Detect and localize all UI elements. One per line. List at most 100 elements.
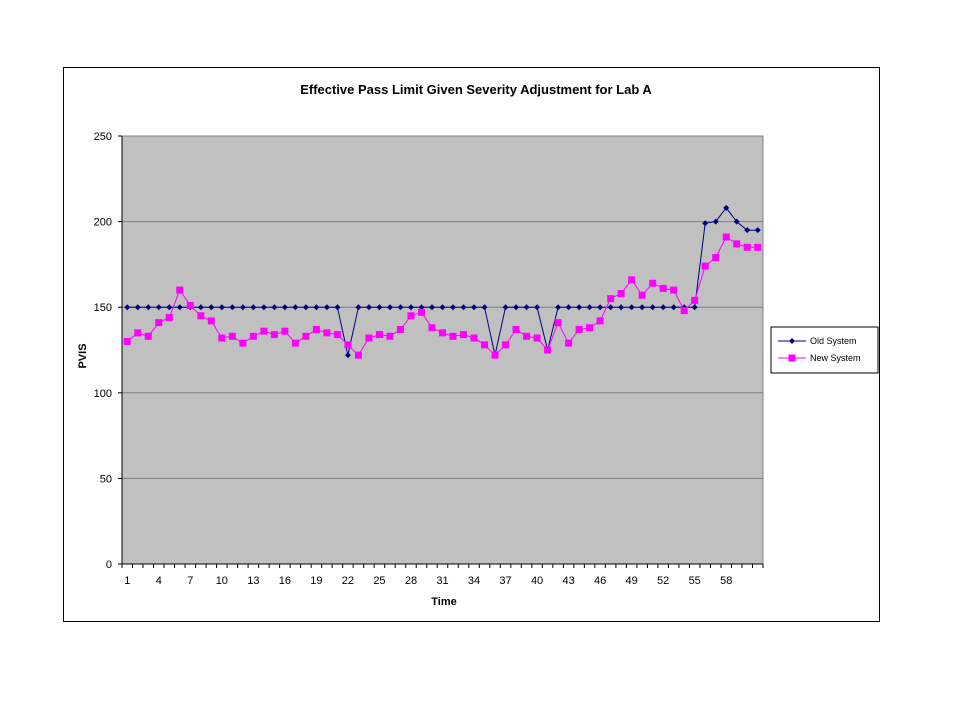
- data-point: [607, 304, 614, 311]
- data-point: [449, 332, 457, 340]
- data-point: [239, 339, 247, 347]
- x-tick-label: 31: [436, 575, 448, 587]
- data-point: [281, 304, 288, 311]
- data-point: [701, 262, 709, 270]
- data-point: [638, 291, 646, 299]
- data-point: [197, 312, 205, 320]
- data-point: [670, 286, 678, 294]
- data-point: [123, 337, 131, 345]
- data-point: [659, 284, 667, 292]
- data-point: [702, 220, 709, 227]
- data-point: [513, 304, 520, 311]
- x-tick-label: 19: [310, 575, 322, 587]
- data-point: [586, 304, 593, 311]
- data-point: [554, 319, 562, 327]
- data-point: [555, 304, 562, 311]
- y-tick-label: 100: [94, 388, 112, 400]
- data-point: [249, 332, 257, 340]
- data-point: [250, 304, 257, 311]
- data-point: [302, 332, 310, 340]
- x-tick-label: 28: [405, 575, 417, 587]
- data-point: [628, 276, 636, 284]
- y-tick-label: 0: [106, 559, 112, 571]
- data-point: [313, 304, 320, 311]
- data-point: [386, 332, 394, 340]
- data-point: [166, 304, 173, 311]
- data-point: [617, 290, 625, 298]
- data-point: [723, 204, 730, 211]
- y-tick-label: 200: [94, 217, 112, 229]
- data-point: [533, 334, 541, 342]
- data-point: [386, 304, 393, 311]
- data-point: [218, 304, 225, 311]
- data-point: [208, 304, 215, 311]
- x-tick-label: 52: [657, 575, 669, 587]
- data-point: [323, 329, 331, 337]
- data-point: [144, 332, 152, 340]
- data-point: [260, 304, 267, 311]
- legend-marker: [788, 354, 796, 362]
- data-point: [722, 233, 730, 241]
- data-point: [376, 304, 383, 311]
- data-point: [649, 304, 656, 311]
- data-point: [155, 304, 162, 311]
- x-tick-label: 40: [531, 575, 543, 587]
- series-layer: [123, 204, 762, 359]
- data-point: [754, 227, 761, 234]
- data-point: [439, 304, 446, 311]
- data-point: [323, 304, 330, 311]
- y-tick-label: 150: [94, 302, 112, 314]
- data-point: [355, 304, 362, 311]
- data-point: [649, 279, 657, 287]
- x-tick-label: 4: [156, 575, 162, 587]
- data-point: [407, 312, 415, 320]
- legend: Old System New System: [770, 326, 879, 374]
- data-point: [291, 339, 299, 347]
- data-point: [439, 329, 446, 337]
- legend-box: [770, 326, 879, 374]
- data-point: [312, 325, 320, 333]
- data-point: [502, 341, 510, 349]
- data-point: [660, 304, 667, 311]
- x-tick-label: 16: [279, 575, 291, 587]
- data-point: [365, 334, 373, 342]
- data-point: [417, 308, 425, 316]
- data-point: [680, 307, 688, 315]
- x-tick-label: 22: [342, 575, 354, 587]
- data-point: [628, 304, 635, 311]
- chart-frame: Effective Pass Limit Given Severity Adju…: [63, 67, 880, 622]
- data-point: [596, 317, 604, 325]
- data-point: [228, 332, 236, 340]
- data-point: [754, 243, 762, 251]
- data-point: [523, 332, 531, 340]
- data-point: [239, 304, 246, 311]
- data-point: [428, 324, 436, 332]
- data-point: [744, 227, 751, 234]
- data-point: [333, 331, 341, 339]
- data-point: [586, 324, 594, 332]
- data-point: [565, 339, 573, 347]
- data-point: [407, 304, 414, 311]
- data-point: [186, 301, 194, 309]
- data-point: [270, 331, 278, 339]
- x-tick-label: 43: [562, 575, 574, 587]
- legend-item: Old System: [778, 336, 857, 346]
- data-point: [576, 304, 583, 311]
- data-point: [460, 331, 468, 339]
- x-tick-label: 37: [499, 575, 511, 587]
- data-point: [124, 304, 131, 311]
- data-point: [176, 286, 184, 294]
- x-tick-label: 25: [373, 575, 385, 587]
- plot-area: [121, 135, 764, 565]
- data-point: [450, 304, 457, 311]
- data-point: [534, 304, 541, 311]
- data-point: [260, 327, 268, 335]
- data-point: [691, 304, 698, 311]
- series-new-system: [123, 233, 762, 359]
- x-tick-labels: 1 4 7 10 13 16 19 22 25 28 31 34 37 40 43 46 49 52 55 58: [124, 575, 732, 587]
- y-tick-label: 250: [94, 131, 112, 143]
- axes: [121, 136, 764, 568]
- data-point: [344, 352, 351, 359]
- y-axis-title: PVIS: [77, 343, 89, 368]
- data-point: [165, 313, 173, 321]
